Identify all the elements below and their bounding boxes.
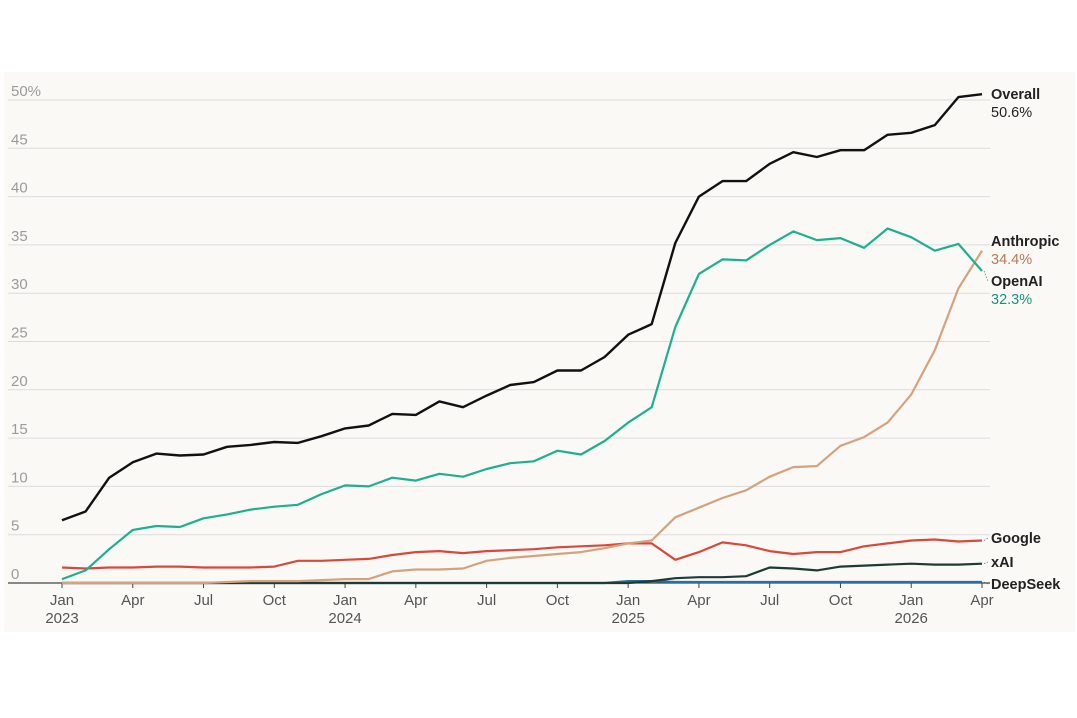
y-tick-label: 50% [11, 83, 41, 100]
y-tick-label: 35 [11, 228, 28, 245]
chart-panel [4, 72, 1075, 632]
x-tick-label: Jul [760, 592, 779, 609]
x-tick-label: Oct [829, 592, 853, 609]
y-tick-label: 30 [11, 276, 28, 293]
x-tick-label: Oct [546, 592, 570, 609]
y-tick-label: 5 [11, 518, 19, 535]
gridlines [8, 99, 990, 584]
series-lines [61, 93, 983, 585]
label-connector [983, 270, 989, 282]
y-tick-label: 0 [11, 566, 19, 583]
series-line-anthropic [62, 250, 983, 585]
label-connector [983, 581, 989, 585]
series-label-xai: xAI [991, 555, 1014, 571]
x-tick-label: Jul [477, 592, 496, 609]
series-end-labels: Overall 50.6% Anthropic 34.4% OpenAI 32.3% Goo… [983, 87, 1061, 593]
x-tick-year: 2024 [328, 610, 361, 627]
series-label-google: Google [991, 531, 1041, 547]
y-tick-label: 45 [11, 131, 28, 148]
y-tick-label: 20 [11, 373, 28, 390]
series-label-openai: OpenAI [991, 274, 1043, 290]
x-tick-label: Apr [121, 592, 144, 609]
y-tick-label: 15 [11, 421, 28, 438]
series-line-openai [61, 227, 983, 581]
y-tick-label: 40 [11, 180, 28, 197]
x-tick-year: 2023 [45, 610, 78, 627]
x-tick-label: Apr [687, 592, 710, 609]
x-tick-label: Oct [263, 592, 287, 609]
series-value-overall: 50.6% [991, 105, 1032, 121]
series-value-openai: 32.3% [991, 292, 1032, 308]
series-label-anthropic: Anthropic [991, 234, 1059, 250]
series-line-overall [61, 93, 983, 522]
y-axis-ticks: 0 5 10 15 20 25 30 35 40 45 50% [11, 83, 41, 583]
x-tick-year: 2026 [895, 610, 928, 627]
series-label-deepseek: DeepSeek [991, 577, 1061, 593]
series-line-google [61, 538, 983, 570]
label-connector [983, 537, 989, 541]
x-tick-label: Jan [899, 592, 923, 609]
y-tick-label: 10 [11, 469, 28, 486]
x-tick-label: Apr [970, 592, 993, 609]
x-tick-label: Jan [616, 592, 640, 609]
x-tick-label: Apr [404, 592, 427, 609]
x-tick-label: Jul [194, 592, 213, 609]
x-tick-label: Jan [50, 592, 74, 609]
x-tick-year: 2025 [611, 610, 644, 627]
series-label-overall: Overall [991, 87, 1040, 103]
series-value-anthropic: 34.4% [991, 252, 1032, 268]
x-tick-label: Jan [333, 592, 357, 609]
y-tick-label: 25 [11, 325, 28, 342]
label-connector [983, 561, 989, 565]
